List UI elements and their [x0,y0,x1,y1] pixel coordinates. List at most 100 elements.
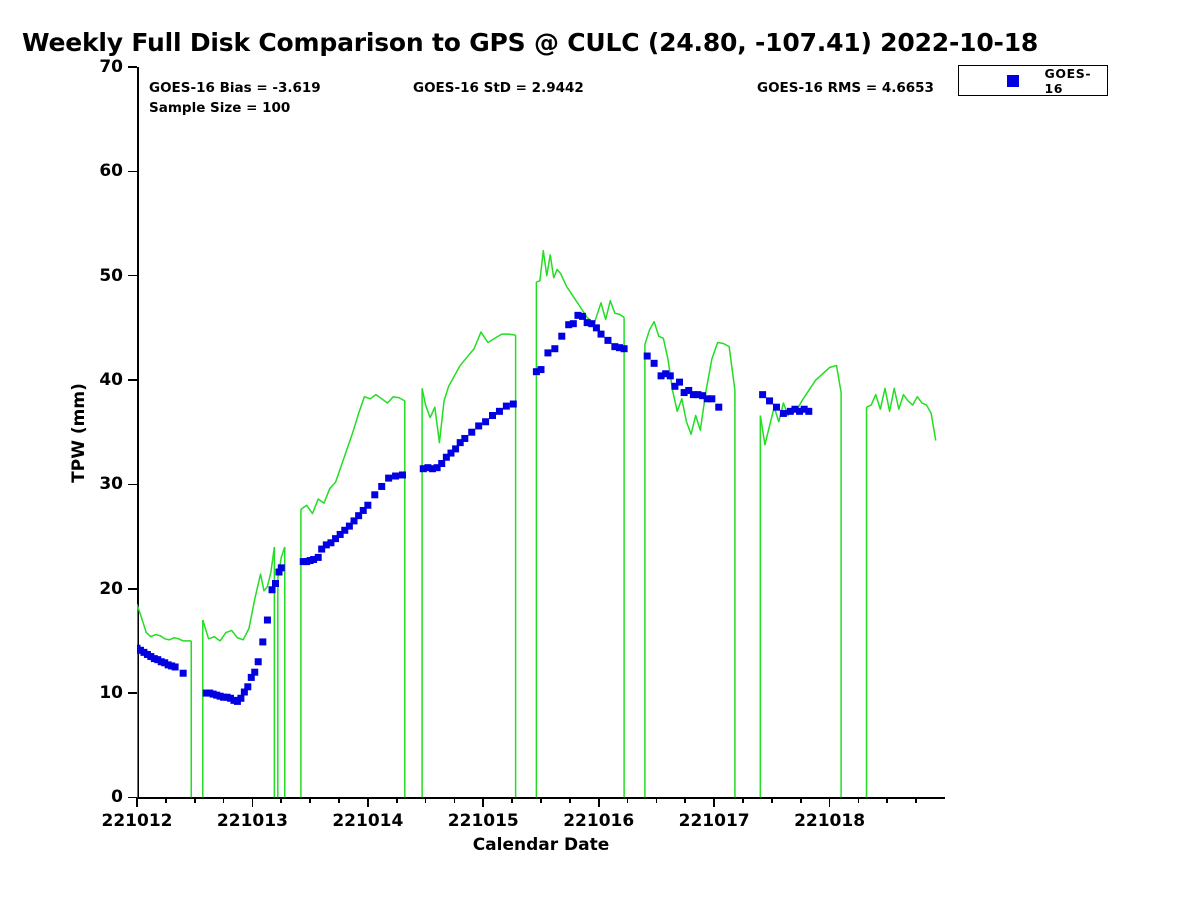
goes16-data-point [588,320,596,328]
goes16-data-point [244,683,252,691]
goes16-data-point [268,586,276,594]
goes16-data-point [452,445,460,453]
stat-bias: GOES-16 Bias = -3.619 [149,80,321,96]
goes16-data-point [385,474,393,482]
goes16-data-point [699,392,707,400]
y-tick-label-40: 40 [99,370,123,391]
x-tick-221016 [597,797,600,808]
goes16-data-point [604,336,612,344]
goes16-data-point [277,564,285,572]
goes16-data-point [551,345,559,353]
x-tick-minor [511,797,513,804]
y-tick-label-50: 50 [99,265,123,286]
goes16-data-point [378,482,386,490]
stat-rms: GOES-16 RMS = 4.6653 [757,80,934,96]
chart-legend: GOES-16 [958,65,1108,96]
goes16-data-point [565,321,573,329]
x-tick-minor [857,797,860,804]
gps-line-segment [202,546,276,642]
series-gps-line [137,249,937,798]
goes16-data-point [685,386,693,394]
goes16-data-point [322,541,330,549]
goes16-data-point [350,517,358,525]
goes16-data-point [345,522,353,530]
goes16-data-point [364,501,372,509]
goes16-data-point [237,694,245,702]
x-tick-minor [280,797,283,804]
gps-line-segment [866,387,937,441]
goes16-data-point [805,407,813,415]
goes16-data-point [259,638,267,646]
goes16-data-point [772,403,780,411]
goes16-data-point [532,368,540,376]
goes16-data-point [592,324,600,332]
goes16-data-point [620,345,628,353]
chart-title: Weekly Full Disk Comparison to GPS @ CUL… [22,28,1039,57]
x-tick-label-221012: 221012 [101,811,173,831]
goes16-data-point [442,453,450,461]
x-tick-minor [165,797,167,804]
x-tick-minor [655,797,658,804]
x-tick-221013 [251,797,254,808]
y-axis-line [137,67,139,799]
goes16-data-point [703,395,711,403]
x-tick-minor [453,797,456,804]
goes16-data-point [336,530,344,538]
x-tick-minor [222,797,225,804]
goes16-data-point [694,391,702,399]
goes16-data-point [786,407,794,415]
goes16-data-point [254,658,262,666]
x-tick-minor [309,797,311,804]
goes16-data-point [489,412,497,420]
gps-line-segment [137,604,192,642]
x-tick-minor [799,797,802,804]
goes16-data-point [657,372,665,380]
y-tick-20 [128,587,137,590]
goes16-data-point [341,526,349,534]
x-tick-label-221016: 221016 [563,811,635,831]
goes16-data-point [544,349,552,357]
goes16-data-point [662,370,670,378]
x-tick-minor [569,797,571,804]
x-tick-minor [626,797,629,804]
goes16-data-point [314,553,322,561]
goes16-data-point [715,403,723,411]
y-tick-label-20: 20 [99,578,123,599]
x-tick-221015 [482,797,485,808]
goes16-data-point [759,391,767,399]
goes16-data-point [332,535,340,543]
y-tick-70 [128,66,137,68]
gps-line-segment [759,364,842,446]
goes16-data-point [468,428,476,436]
y-tick-60 [128,170,137,173]
x-tick-minor [915,797,917,804]
goes16-data-point [247,673,255,681]
x-tick-label-221015: 221015 [447,811,519,831]
goes16-data-point [569,320,577,328]
y-tick-label-60: 60 [99,161,123,182]
x-tick-minor [771,797,773,804]
goes16-data-point [800,405,808,413]
goes16-data-point [475,422,483,430]
y-axis-label: TPW (mm) [68,383,89,483]
y-tick-10 [128,692,137,694]
goes16-data-point [424,464,432,472]
goes16-data-point [371,491,379,499]
goes16-data-point [398,471,406,479]
x-tick-label-221018: 221018 [794,811,866,831]
x-tick-221012 [136,797,138,808]
y-tick-0 [128,796,137,799]
goes16-data-point [579,312,587,320]
goes16-data-point [433,464,441,472]
goes16-data-point [671,382,679,390]
stat-sample-size: Sample Size = 100 [149,100,291,116]
y-tick-label-70: 70 [99,57,123,77]
goes16-data-point [447,449,455,457]
goes16-data-point [482,418,490,426]
goes16-data-point [438,460,446,467]
goes16-data-point [791,405,799,413]
legend-label-goes16: GOES-16 [1044,65,1092,96]
goes16-data-point [643,352,651,360]
goes16-data-point [456,439,464,447]
goes16-data-point [537,366,545,374]
